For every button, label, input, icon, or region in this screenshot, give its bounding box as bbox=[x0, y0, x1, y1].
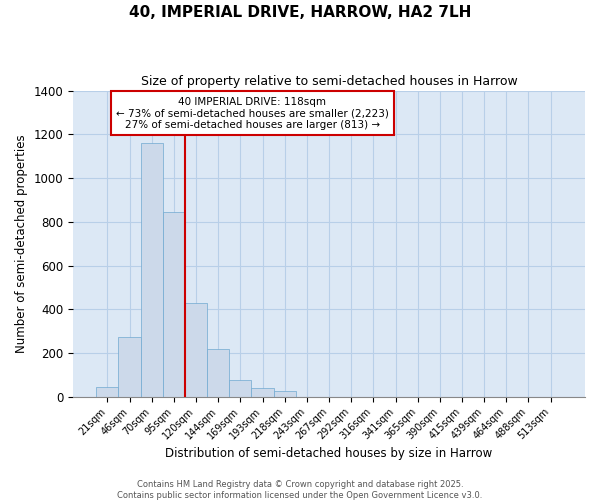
Bar bbox=[185, 302, 207, 397]
Bar bbox=[163, 212, 185, 397]
Title: Size of property relative to semi-detached houses in Harrow: Size of property relative to semi-detach… bbox=[140, 75, 517, 88]
Text: Contains HM Land Registry data © Crown copyright and database right 2025.
Contai: Contains HM Land Registry data © Crown c… bbox=[118, 480, 482, 500]
Bar bbox=[118, 336, 140, 397]
Bar bbox=[96, 387, 118, 397]
X-axis label: Distribution of semi-detached houses by size in Harrow: Distribution of semi-detached houses by … bbox=[166, 447, 493, 460]
Bar bbox=[274, 392, 296, 397]
Bar bbox=[207, 348, 229, 397]
Text: 40 IMPERIAL DRIVE: 118sqm
← 73% of semi-detached houses are smaller (2,223)
27% : 40 IMPERIAL DRIVE: 118sqm ← 73% of semi-… bbox=[116, 96, 389, 130]
Bar bbox=[251, 388, 274, 397]
Y-axis label: Number of semi-detached properties: Number of semi-detached properties bbox=[15, 134, 28, 353]
Bar bbox=[140, 143, 163, 397]
Bar bbox=[229, 380, 251, 397]
Text: 40, IMPERIAL DRIVE, HARROW, HA2 7LH: 40, IMPERIAL DRIVE, HARROW, HA2 7LH bbox=[129, 5, 471, 20]
